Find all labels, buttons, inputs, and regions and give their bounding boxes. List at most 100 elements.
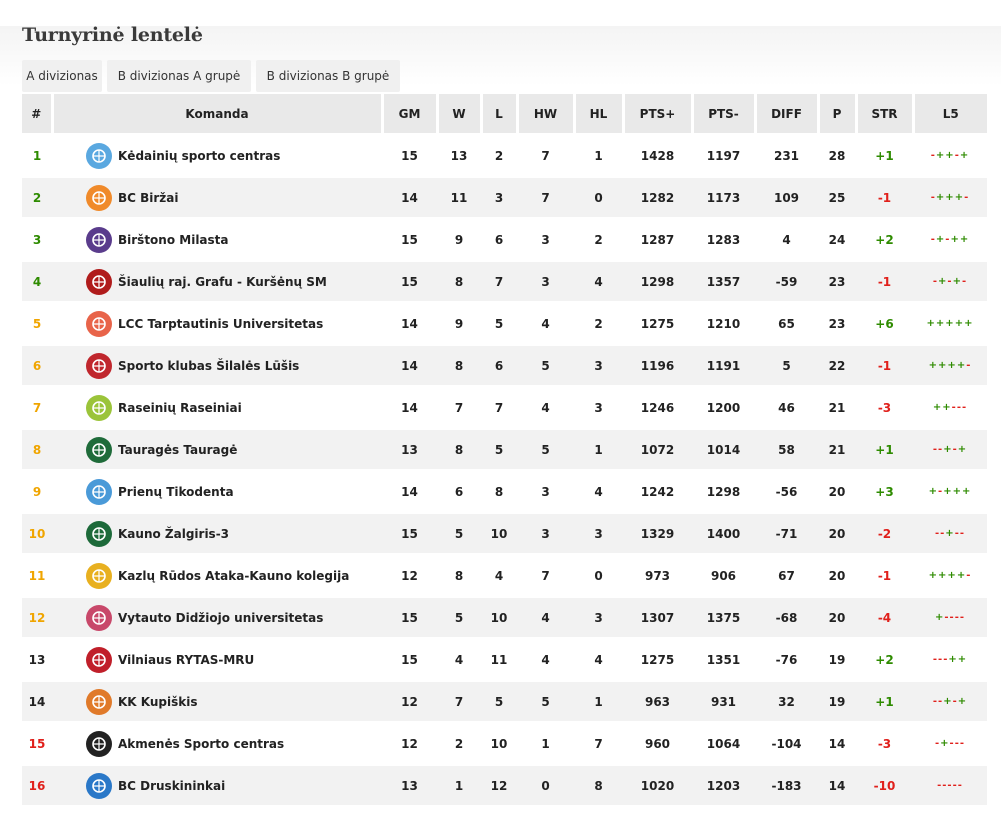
points-scored-cell: 1020 <box>623 764 692 808</box>
table-row[interactable]: 13 Vilniaus RYTAS-MRU 15 4 11 4 4 1275 1351 -76 19… <box>22 638 987 682</box>
col-header-position[interactable]: # <box>22 94 54 136</box>
col-header-home-losses[interactable]: HL <box>574 94 625 136</box>
team-cell[interactable]: BC Biržai <box>52 176 382 220</box>
team-cell[interactable]: Vilniaus RYTAS-MRU <box>52 638 382 682</box>
table-row[interactable]: 8 Tauragės Tauragė 13 8 5 5 1 1072 1014 58 21 +1 --+… <box>22 428 987 472</box>
team-name[interactable]: Birštono Milasta <box>118 232 229 247</box>
table-row[interactable]: 2 BC Biržai 14 11 3 7 0 1282 1173 109 25 -1 -+++- <box>22 176 987 220</box>
table-row[interactable]: 9 Prienų Tikodenta 14 6 8 3 4 1242 1298 -56 20 +3 +-… <box>22 470 987 514</box>
table-row[interactable]: 15 Akmenės Sporto centras 12 2 10 1 7 960 1064 -1… <box>22 722 987 766</box>
team-name[interactable]: Sporto klubas Šilalės Lūšis <box>118 358 300 373</box>
losses-cell: 10 <box>481 512 517 556</box>
team-name[interactable]: Vytauto Didžiojo universitetas <box>118 610 324 625</box>
team-cell[interactable]: Prienų Tikodenta <box>52 470 382 514</box>
team-cell[interactable]: Vytauto Didžiojo universitetas <box>52 596 382 640</box>
streak-cell: +1 <box>856 680 913 724</box>
col-header-points-allowed[interactable]: PTS- <box>692 94 757 136</box>
team-cell[interactable]: Birštono Milasta <box>52 218 382 262</box>
team-cell[interactable]: Sporto klubas Šilalės Lūšis <box>52 344 382 388</box>
table-row[interactable]: 5 LCC Tarptautinis Universitetas 14 9 5 4 2 127… <box>22 302 987 346</box>
raseiniai-logo-icon <box>86 394 112 421</box>
points-cell: 22 <box>818 344 856 388</box>
team-wrap: Prienų Tikodenta <box>52 472 382 510</box>
streak-cell: -1 <box>856 260 913 304</box>
team-name[interactable]: Tauragės Tauragė <box>118 442 238 457</box>
team-wrap: Tauragės Tauragė <box>52 430 382 468</box>
team-name[interactable]: Raseinių Raseiniai <box>118 400 242 415</box>
table-row[interactable]: 6 Sporto klubas Šilalės Lūšis 14 8 6 5 3 1196 11… <box>22 344 987 388</box>
position-cell: 14 <box>22 680 52 724</box>
difference-cell: -68 <box>755 596 818 640</box>
col-header-games[interactable]: GM <box>382 94 439 136</box>
last-five-cell: -+++- <box>913 176 987 220</box>
team-cell[interactable]: LCC Tarptautinis Universitetas <box>52 302 382 346</box>
table-row[interactable]: 12 Vytauto Didžiojo universitetas 15 5 10 4 3 1… <box>22 596 987 640</box>
team-name[interactable]: Akmenės Sporto centras <box>118 736 285 751</box>
col-header-losses[interactable]: L <box>481 94 519 136</box>
home-wins-cell: 7 <box>517 134 574 178</box>
home-losses-cell: 2 <box>574 218 623 262</box>
team-name[interactable]: BC Biržai <box>118 190 179 205</box>
difference-cell: -71 <box>755 512 818 556</box>
streak-cell: -2 <box>856 512 913 556</box>
team-cell[interactable]: Raseinių Raseiniai <box>52 386 382 430</box>
col-header-last-five[interactable]: L5 <box>913 94 987 136</box>
team-name[interactable]: Kėdainių sporto centras <box>118 148 281 163</box>
team-cell[interactable]: Kauno Žalgiris-3 <box>52 512 382 556</box>
games-played-cell: 15 <box>382 218 437 262</box>
table-row[interactable]: 10 Kauno Žalgiris-3 15 5 10 3 3 1329 1400 -71 20 -2… <box>22 512 987 556</box>
table-row[interactable]: 14 KK Kupiškis 12 7 5 5 1 963 931 32 19 +1 --+-+ <box>22 680 987 724</box>
team-wrap: BC Biržai <box>52 178 382 216</box>
table-row[interactable]: 16 BC Druskininkai 13 1 12 0 8 1020 1203 -183 14 -1… <box>22 764 987 808</box>
col-header-points[interactable]: P <box>818 94 858 136</box>
points-scored-cell: 1282 <box>623 176 692 220</box>
position-cell: 15 <box>22 722 52 766</box>
tab-a-divizionas[interactable]: A divizionas <box>22 60 102 92</box>
team-name[interactable]: Šiaulių raj. Grafu - Kuršėnų SM <box>118 274 327 289</box>
table-row[interactable]: 3 Birštono Milasta 15 9 6 3 2 1287 1283 4 24 +2 -+-+… <box>22 218 987 262</box>
team-name[interactable]: BC Druskininkai <box>118 778 226 793</box>
home-wins-cell: 5 <box>517 428 574 472</box>
position-cell: 11 <box>22 554 52 598</box>
team-cell[interactable]: Tauragės Tauragė <box>52 428 382 472</box>
team-name[interactable]: Prienų Tikodenta <box>118 484 234 499</box>
team-cell[interactable]: BC Druskininkai <box>52 764 382 808</box>
table-row[interactable]: 4 Šiaulių raj. Grafu - Kuršėnų SM 15 8 7 3 4 12… <box>22 260 987 304</box>
team-cell[interactable]: Kėdainių sporto centras <box>52 134 382 178</box>
position-cell: 10 <box>22 512 52 556</box>
table-row[interactable]: 1 Kėdainių sporto centras 15 13 2 7 1 1428 1197 2… <box>22 134 987 178</box>
home-losses-cell: 8 <box>574 764 623 808</box>
team-name[interactable]: KK Kupiškis <box>118 694 198 709</box>
losses-cell: 10 <box>481 596 517 640</box>
tab-b-divizionas-a-grupe[interactable]: B divizionas A grupė <box>107 60 251 92</box>
team-name[interactable]: Kauno Žalgiris-3 <box>118 526 230 541</box>
home-losses-cell: 4 <box>574 260 623 304</box>
team-cell[interactable]: KK Kupiškis <box>52 680 382 724</box>
team-cell[interactable]: Kazlų Rūdos Ataka-Kauno kolegija <box>52 554 382 598</box>
col-header-points-scored[interactable]: PTS+ <box>623 94 694 136</box>
points-scored-cell: 973 <box>623 554 692 598</box>
col-header-home-wins[interactable]: HW <box>517 94 576 136</box>
col-header-team[interactable]: Komanda <box>52 94 384 136</box>
position-cell: 3 <box>22 218 52 262</box>
team-cell[interactable]: Šiaulių raj. Grafu - Kuršėnų SM <box>52 260 382 304</box>
difference-cell: 65 <box>755 302 818 346</box>
last-five-cell: +++++ <box>913 302 987 346</box>
wins-cell: 8 <box>437 428 481 472</box>
team-name[interactable]: Vilniaus RYTAS-MRU <box>118 652 255 667</box>
team-wrap: Kauno Žalgiris-3 <box>52 514 382 552</box>
team-name[interactable]: Kazlų Rūdos Ataka-Kauno kolegija <box>118 568 350 583</box>
team-cell[interactable]: Akmenės Sporto centras <box>52 722 382 766</box>
streak-cell: -1 <box>856 554 913 598</box>
table-row[interactable]: 7 Raseinių Raseiniai 14 7 7 4 3 1246 1200 46 21 -3 +… <box>22 386 987 430</box>
home-wins-cell: 4 <box>517 638 574 682</box>
col-header-difference[interactable]: DIFF <box>755 94 820 136</box>
tab-b-divizionas-b-grupe[interactable]: B divizionas B grupė <box>256 60 400 92</box>
col-header-streak[interactable]: STR <box>856 94 915 136</box>
table-row[interactable]: 11 Kazlų Rūdos Ataka-Kauno kolegija 12 8 4 7 0… <box>22 554 987 598</box>
home-losses-cell: 4 <box>574 470 623 514</box>
col-header-wins[interactable]: W <box>437 94 483 136</box>
team-name[interactable]: LCC Tarptautinis Universitetas <box>118 316 324 331</box>
games-played-cell: 12 <box>382 722 437 766</box>
games-played-cell: 14 <box>382 470 437 514</box>
